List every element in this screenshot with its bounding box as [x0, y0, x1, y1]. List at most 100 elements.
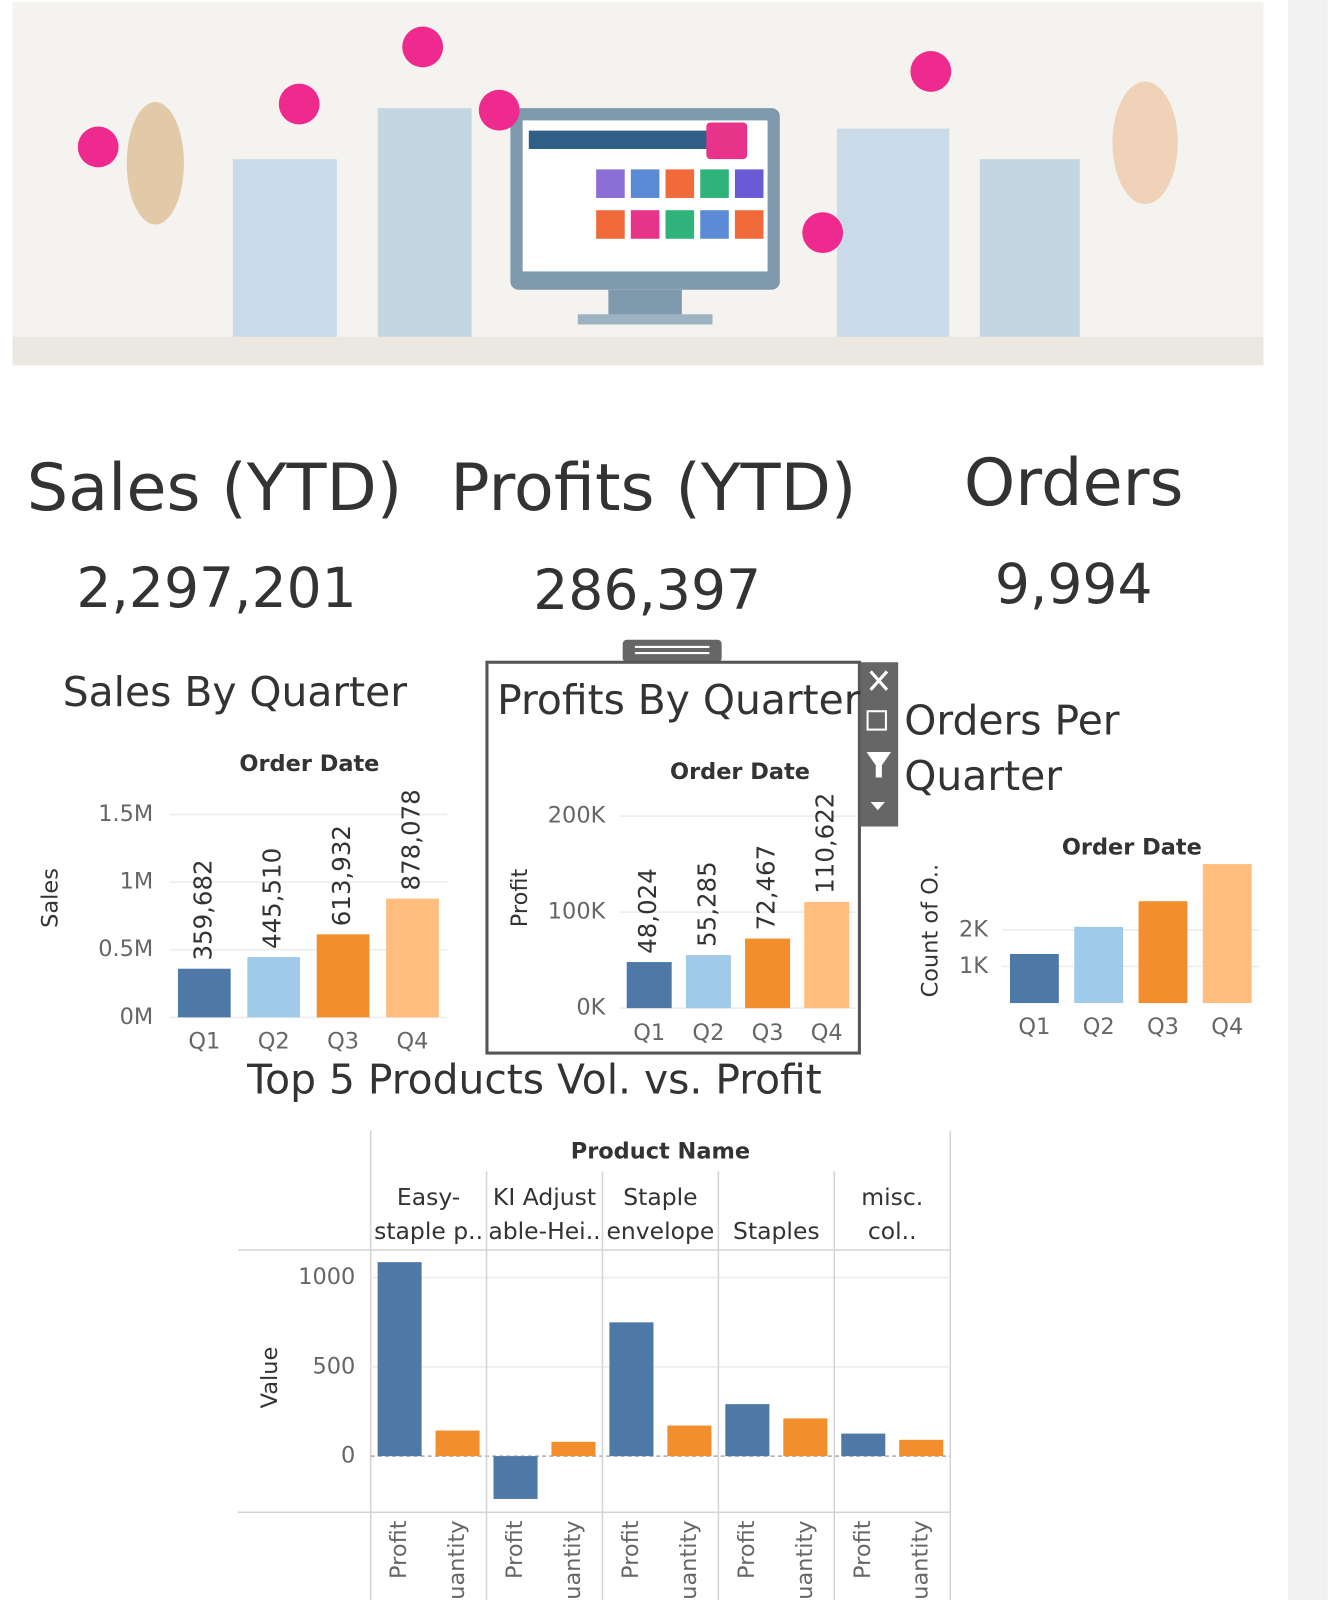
y-tick-label: 0.5M	[98, 936, 153, 962]
x-header: Order Date	[670, 759, 810, 785]
bar	[377, 1262, 422, 1457]
bar	[841, 1433, 886, 1457]
chart-title-box: Orders Per Quarter	[904, 697, 1120, 800]
x-tick-label: Q4	[397, 1028, 429, 1054]
value-label: 72,467	[752, 845, 781, 931]
y-tick-label: 200K	[548, 803, 607, 829]
bar	[725, 1404, 770, 1457]
series-header: Quantity	[676, 1520, 702, 1600]
chart-title: Sales By Quarter	[63, 668, 407, 716]
value-label: 878,078	[396, 789, 425, 890]
series-header: Profit	[850, 1520, 876, 1579]
category-label: Staples in misc. col..	[861, 1184, 924, 1245]
y-axis-label: Sales	[38, 868, 64, 928]
x-tick-label: Q2	[1083, 1014, 1115, 1040]
series-header: Quantity	[444, 1520, 470, 1600]
bar	[493, 1456, 538, 1499]
category-label: Easy-staple p..	[374, 1184, 484, 1245]
bar	[1074, 926, 1124, 1004]
kpi-value: 286,397	[533, 558, 761, 622]
category-box: Staples	[733, 1218, 820, 1245]
x-tick-label: Q3	[1147, 1014, 1179, 1040]
series-header: Profit	[734, 1520, 760, 1579]
y-tick-label: 0	[341, 1443, 355, 1469]
bar	[551, 1441, 596, 1457]
y-tick-label: 2K	[959, 916, 989, 942]
x-header: Order Date	[1062, 834, 1202, 860]
category-box: KI Adjust able-Hei..	[488, 1184, 601, 1245]
chart-title: Profits By Quarter	[497, 676, 861, 724]
category-label: Staples	[733, 1218, 820, 1245]
value-label: 613,932	[327, 825, 356, 926]
filter-button[interactable]	[866, 752, 892, 778]
bar	[1202, 864, 1252, 1004]
series-header: Profit	[386, 1520, 412, 1579]
kpi-title: Orders	[964, 445, 1184, 521]
x-tick-label: Q1	[1018, 1014, 1050, 1040]
x-tick-label: Q3	[752, 1020, 784, 1046]
category-label: Staple envelope	[606, 1184, 715, 1245]
kpi-value: 2,297,201	[76, 556, 356, 620]
pane-frame	[237, 1130, 951, 1600]
y-tick-label: 1000	[298, 1264, 355, 1290]
scroll-strip	[1287, 0, 1328, 1600]
y-axis-label: Profit	[507, 868, 533, 927]
y-tick-label: 0K	[576, 995, 606, 1021]
category-label: KI Adjust able-Hei..	[488, 1184, 601, 1245]
y-axis-label: Count of O..	[917, 864, 943, 998]
series-header: Profit	[618, 1520, 644, 1579]
chart-title: Orders Per Quarter	[904, 697, 1120, 800]
series-header: Quantity	[792, 1520, 818, 1600]
open-button[interactable]	[866, 710, 887, 731]
y-axis-label: Value	[257, 1347, 283, 1409]
category-box: Staple envelope	[606, 1184, 715, 1245]
y-tick-label: 500	[312, 1353, 355, 1379]
x-tick-label: Q1	[188, 1028, 220, 1054]
bar	[626, 962, 672, 1009]
series-header: Quantity	[560, 1520, 586, 1600]
category-box: Staples in misc. col..	[861, 1184, 924, 1245]
bar	[685, 955, 731, 1009]
bar	[609, 1322, 654, 1457]
value-label: 48,024	[633, 868, 662, 954]
bar	[435, 1430, 480, 1457]
drag-handle[interactable]	[622, 639, 722, 663]
toolbar	[860, 662, 899, 827]
y-tick-label: 1.5M	[98, 801, 153, 827]
x-header: Product Name	[571, 1139, 750, 1165]
bar	[247, 957, 301, 1018]
close-button[interactable]	[869, 670, 889, 691]
x-header: Order Date	[239, 751, 379, 777]
bar	[899, 1439, 944, 1457]
bar	[783, 1418, 828, 1457]
bar	[804, 901, 850, 1009]
kpi-value: 9,994	[995, 552, 1153, 616]
value-label: 359,682	[188, 859, 217, 960]
y-tick-label: 1M	[120, 869, 154, 895]
x-tick-label: Q4	[1211, 1014, 1243, 1040]
value-label: 445,510	[258, 848, 287, 949]
bar	[316, 934, 370, 1018]
x-tick-label: Q3	[327, 1028, 359, 1054]
y-tick-label: 1K	[959, 953, 989, 979]
x-tick-label: Q2	[692, 1020, 724, 1046]
value-label: 110,622	[811, 793, 840, 894]
selection-border	[485, 660, 861, 1055]
bar	[1138, 901, 1188, 1004]
x-tick-label: Q2	[258, 1028, 290, 1054]
banner	[12, 2, 1264, 366]
y-tick-label: 100K	[548, 899, 607, 925]
kpi-title: Profits (YTD)	[450, 450, 856, 526]
category-box: Easy-staple p..	[374, 1184, 484, 1245]
x-tick-label: Q1	[633, 1020, 665, 1046]
value-label: 55,285	[692, 861, 721, 947]
series-header: Quantity	[908, 1520, 934, 1600]
bar	[745, 938, 791, 1009]
bar	[386, 898, 439, 1018]
menu-button[interactable]	[870, 802, 885, 811]
series-header: Profit	[502, 1520, 528, 1579]
chart-title: Top 5 Products Vol. vs. Profit	[246, 1056, 822, 1104]
y-tick-label: 0M	[120, 1004, 154, 1030]
